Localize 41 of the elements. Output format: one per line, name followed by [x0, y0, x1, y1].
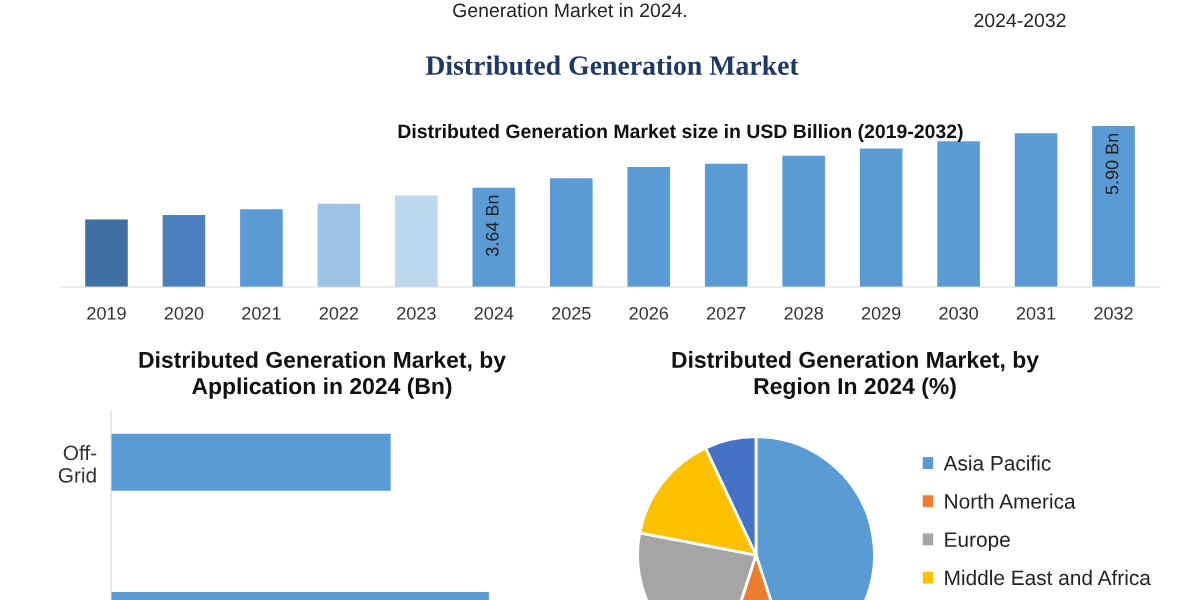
legend-label: North America	[945, 493, 1076, 509]
data-label: 3.64 Bn	[485, 195, 499, 257]
legend-label: Middle East and Africa	[945, 569, 1151, 586]
x-tick-label: 2023	[397, 306, 436, 320]
bar	[162, 214, 206, 287]
bar	[317, 203, 361, 287]
text: Generation Market in 2024.	[453, 2, 687, 18]
bar	[782, 155, 825, 287]
bar	[395, 195, 438, 287]
y-tick-label: Off- Grid	[58, 444, 97, 483]
x-tick-label: 2021	[242, 306, 281, 320]
chart-title: Distributed Generation Market, by Region In 2024 (%)	[672, 351, 1039, 399]
bar	[937, 141, 980, 287]
bar	[627, 166, 671, 287]
chart-title: Distributed Generation Market	[425, 55, 799, 76]
x-tick-label: 2025	[552, 306, 591, 320]
chart-title: Distributed Generation Market, by Application in 2024 (Bn)	[139, 351, 506, 399]
x-tick-label: 2027	[707, 306, 746, 320]
data-label: 5.90 Bn	[1105, 133, 1119, 195]
x-tick-label: 2022	[319, 306, 359, 320]
bar	[85, 219, 128, 287]
x-tick-label: 2020	[164, 306, 204, 320]
bar	[240, 209, 283, 287]
text: 2024-2032	[974, 13, 1066, 28]
bar	[549, 178, 593, 287]
bar	[859, 148, 903, 287]
legend-label: Europe	[945, 532, 1010, 552]
x-tick-label: 2019	[87, 306, 126, 320]
legend-label: Asia Pacific	[943, 455, 1051, 471]
x-tick-label: 2028	[784, 306, 823, 320]
bar	[704, 163, 748, 287]
bar	[1092, 126, 1135, 287]
bar	[472, 187, 516, 287]
x-tick-label: 2029	[861, 306, 901, 320]
bar	[1014, 133, 1058, 287]
x-tick-label: 2024	[474, 306, 514, 320]
x-tick-label: 2032	[1094, 306, 1133, 320]
chart-subtitle: Distributed Generation Market size in USD Billion (2019-2032)	[398, 123, 963, 143]
x-tick-label: 2031	[1016, 306, 1056, 320]
x-tick-label: 2026	[629, 306, 669, 320]
x-tick-label: 2030	[939, 306, 978, 320]
